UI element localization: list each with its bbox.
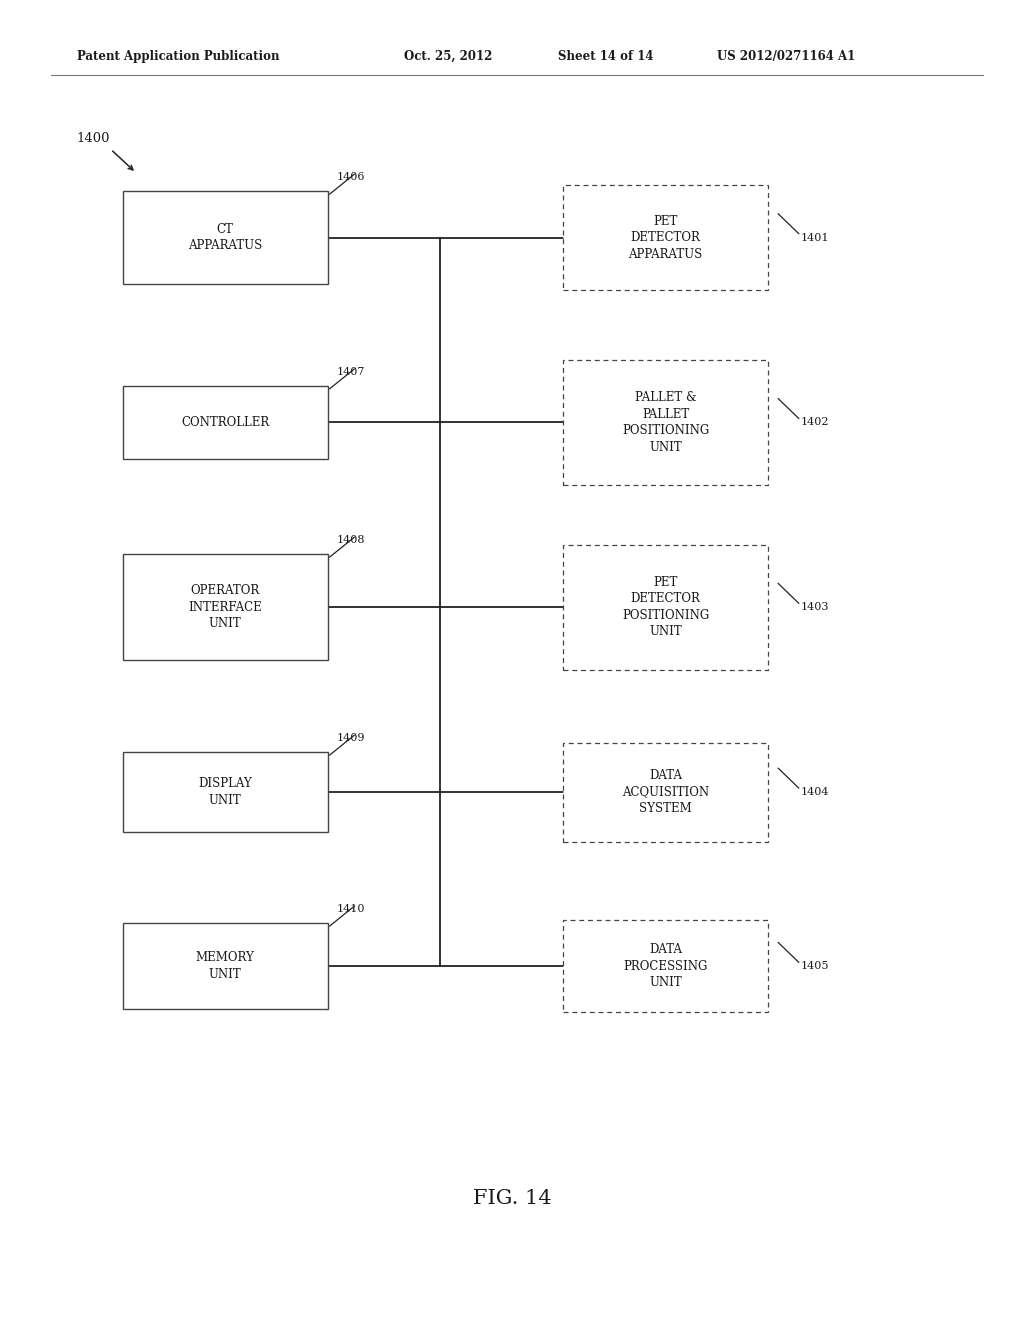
Bar bbox=[123, 752, 328, 832]
Bar bbox=[563, 920, 768, 1012]
Text: PALLET &
PALLET
POSITIONING
UNIT: PALLET & PALLET POSITIONING UNIT bbox=[622, 391, 710, 454]
Text: PET
DETECTOR
POSITIONING
UNIT: PET DETECTOR POSITIONING UNIT bbox=[622, 576, 710, 639]
Text: 1409: 1409 bbox=[337, 733, 366, 743]
Text: OPERATOR
INTERFACE
UNIT: OPERATOR INTERFACE UNIT bbox=[188, 585, 262, 630]
Bar bbox=[563, 359, 768, 484]
Text: 1401: 1401 bbox=[801, 232, 829, 243]
Text: PET
DETECTOR
APPARATUS: PET DETECTOR APPARATUS bbox=[629, 215, 702, 260]
Text: CT
APPARATUS: CT APPARATUS bbox=[188, 223, 262, 252]
Text: MEMORY
UNIT: MEMORY UNIT bbox=[196, 952, 255, 981]
Bar bbox=[123, 191, 328, 284]
Text: 1402: 1402 bbox=[801, 417, 829, 428]
Bar bbox=[123, 554, 328, 660]
Text: DATA
PROCESSING
UNIT: DATA PROCESSING UNIT bbox=[624, 944, 708, 989]
Text: CONTROLLER: CONTROLLER bbox=[181, 416, 269, 429]
Bar bbox=[563, 185, 768, 290]
Text: 1405: 1405 bbox=[801, 961, 829, 972]
Text: 1408: 1408 bbox=[337, 535, 366, 545]
Bar bbox=[123, 385, 328, 458]
Text: Sheet 14 of 14: Sheet 14 of 14 bbox=[558, 50, 653, 63]
Text: FIG. 14: FIG. 14 bbox=[473, 1189, 551, 1208]
Text: 1406: 1406 bbox=[337, 172, 366, 182]
Text: DISPLAY
UNIT: DISPLAY UNIT bbox=[199, 777, 252, 807]
Text: 1407: 1407 bbox=[337, 367, 366, 378]
Text: 1404: 1404 bbox=[801, 787, 829, 797]
Text: Patent Application Publication: Patent Application Publication bbox=[77, 50, 280, 63]
Bar bbox=[563, 742, 768, 842]
Text: DATA
ACQUISITION
SYSTEM: DATA ACQUISITION SYSTEM bbox=[622, 770, 710, 814]
Text: US 2012/0271164 A1: US 2012/0271164 A1 bbox=[717, 50, 855, 63]
Bar bbox=[123, 924, 328, 1008]
Text: 1400: 1400 bbox=[77, 132, 111, 145]
Text: Oct. 25, 2012: Oct. 25, 2012 bbox=[404, 50, 493, 63]
Bar bbox=[563, 544, 768, 671]
Text: 1403: 1403 bbox=[801, 602, 829, 612]
Text: 1410: 1410 bbox=[337, 904, 366, 913]
